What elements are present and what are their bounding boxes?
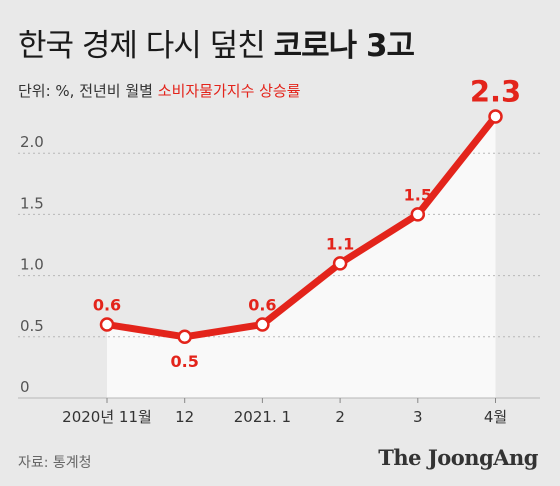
title-light: 한국 경제 다시 덮친 [18, 28, 266, 64]
chart-title: 한국 경제 다시 덮친 코로나 3고 [18, 20, 415, 65]
data-point [99, 317, 115, 332]
series-label: 소비자물가지수 상승률 [157, 82, 301, 100]
y-tick-label: 2.0 [20, 133, 44, 151]
y-tick-label: 0 [20, 378, 30, 396]
x-tick-label: 3 [413, 408, 423, 426]
title-bold: 코로나 3고 [273, 28, 415, 64]
data-point [488, 109, 503, 124]
publisher-logo: The JoongAng [378, 445, 538, 470]
data-point [332, 256, 348, 271]
data-label: 0.6 [93, 296, 121, 315]
data-label: 1.1 [326, 234, 354, 253]
unit-label: 단위: %, 전년비 월별 [18, 82, 153, 100]
chart-subtitle: 단위: %, 전년비 월별 소비자물가지수 상승률 [18, 80, 301, 101]
source-note: 자료: 통계청 [18, 455, 92, 471]
x-tick-label: 4월 [484, 408, 507, 426]
data-label: 0.6 [248, 296, 276, 315]
y-tick-label: 1.5 [20, 194, 44, 212]
data-label: 0.5 [171, 352, 199, 371]
y-tick-label: 1.0 [20, 256, 44, 274]
data-point [410, 207, 426, 222]
data-point [255, 317, 270, 332]
data-label: 1.5 [404, 185, 432, 204]
x-tick-label: 2020년 11월 [62, 408, 152, 426]
x-tick-label: 2 [335, 408, 345, 426]
data-label-highlight: 2.3 [470, 74, 521, 108]
x-tick-label: 12 [175, 408, 194, 426]
series-line [103, 112, 499, 341]
x-tick-label: 2021. 1 [234, 408, 291, 426]
area-fill [107, 116, 496, 398]
data-point [177, 329, 192, 345]
y-tick-label: 0.5 [20, 317, 44, 335]
